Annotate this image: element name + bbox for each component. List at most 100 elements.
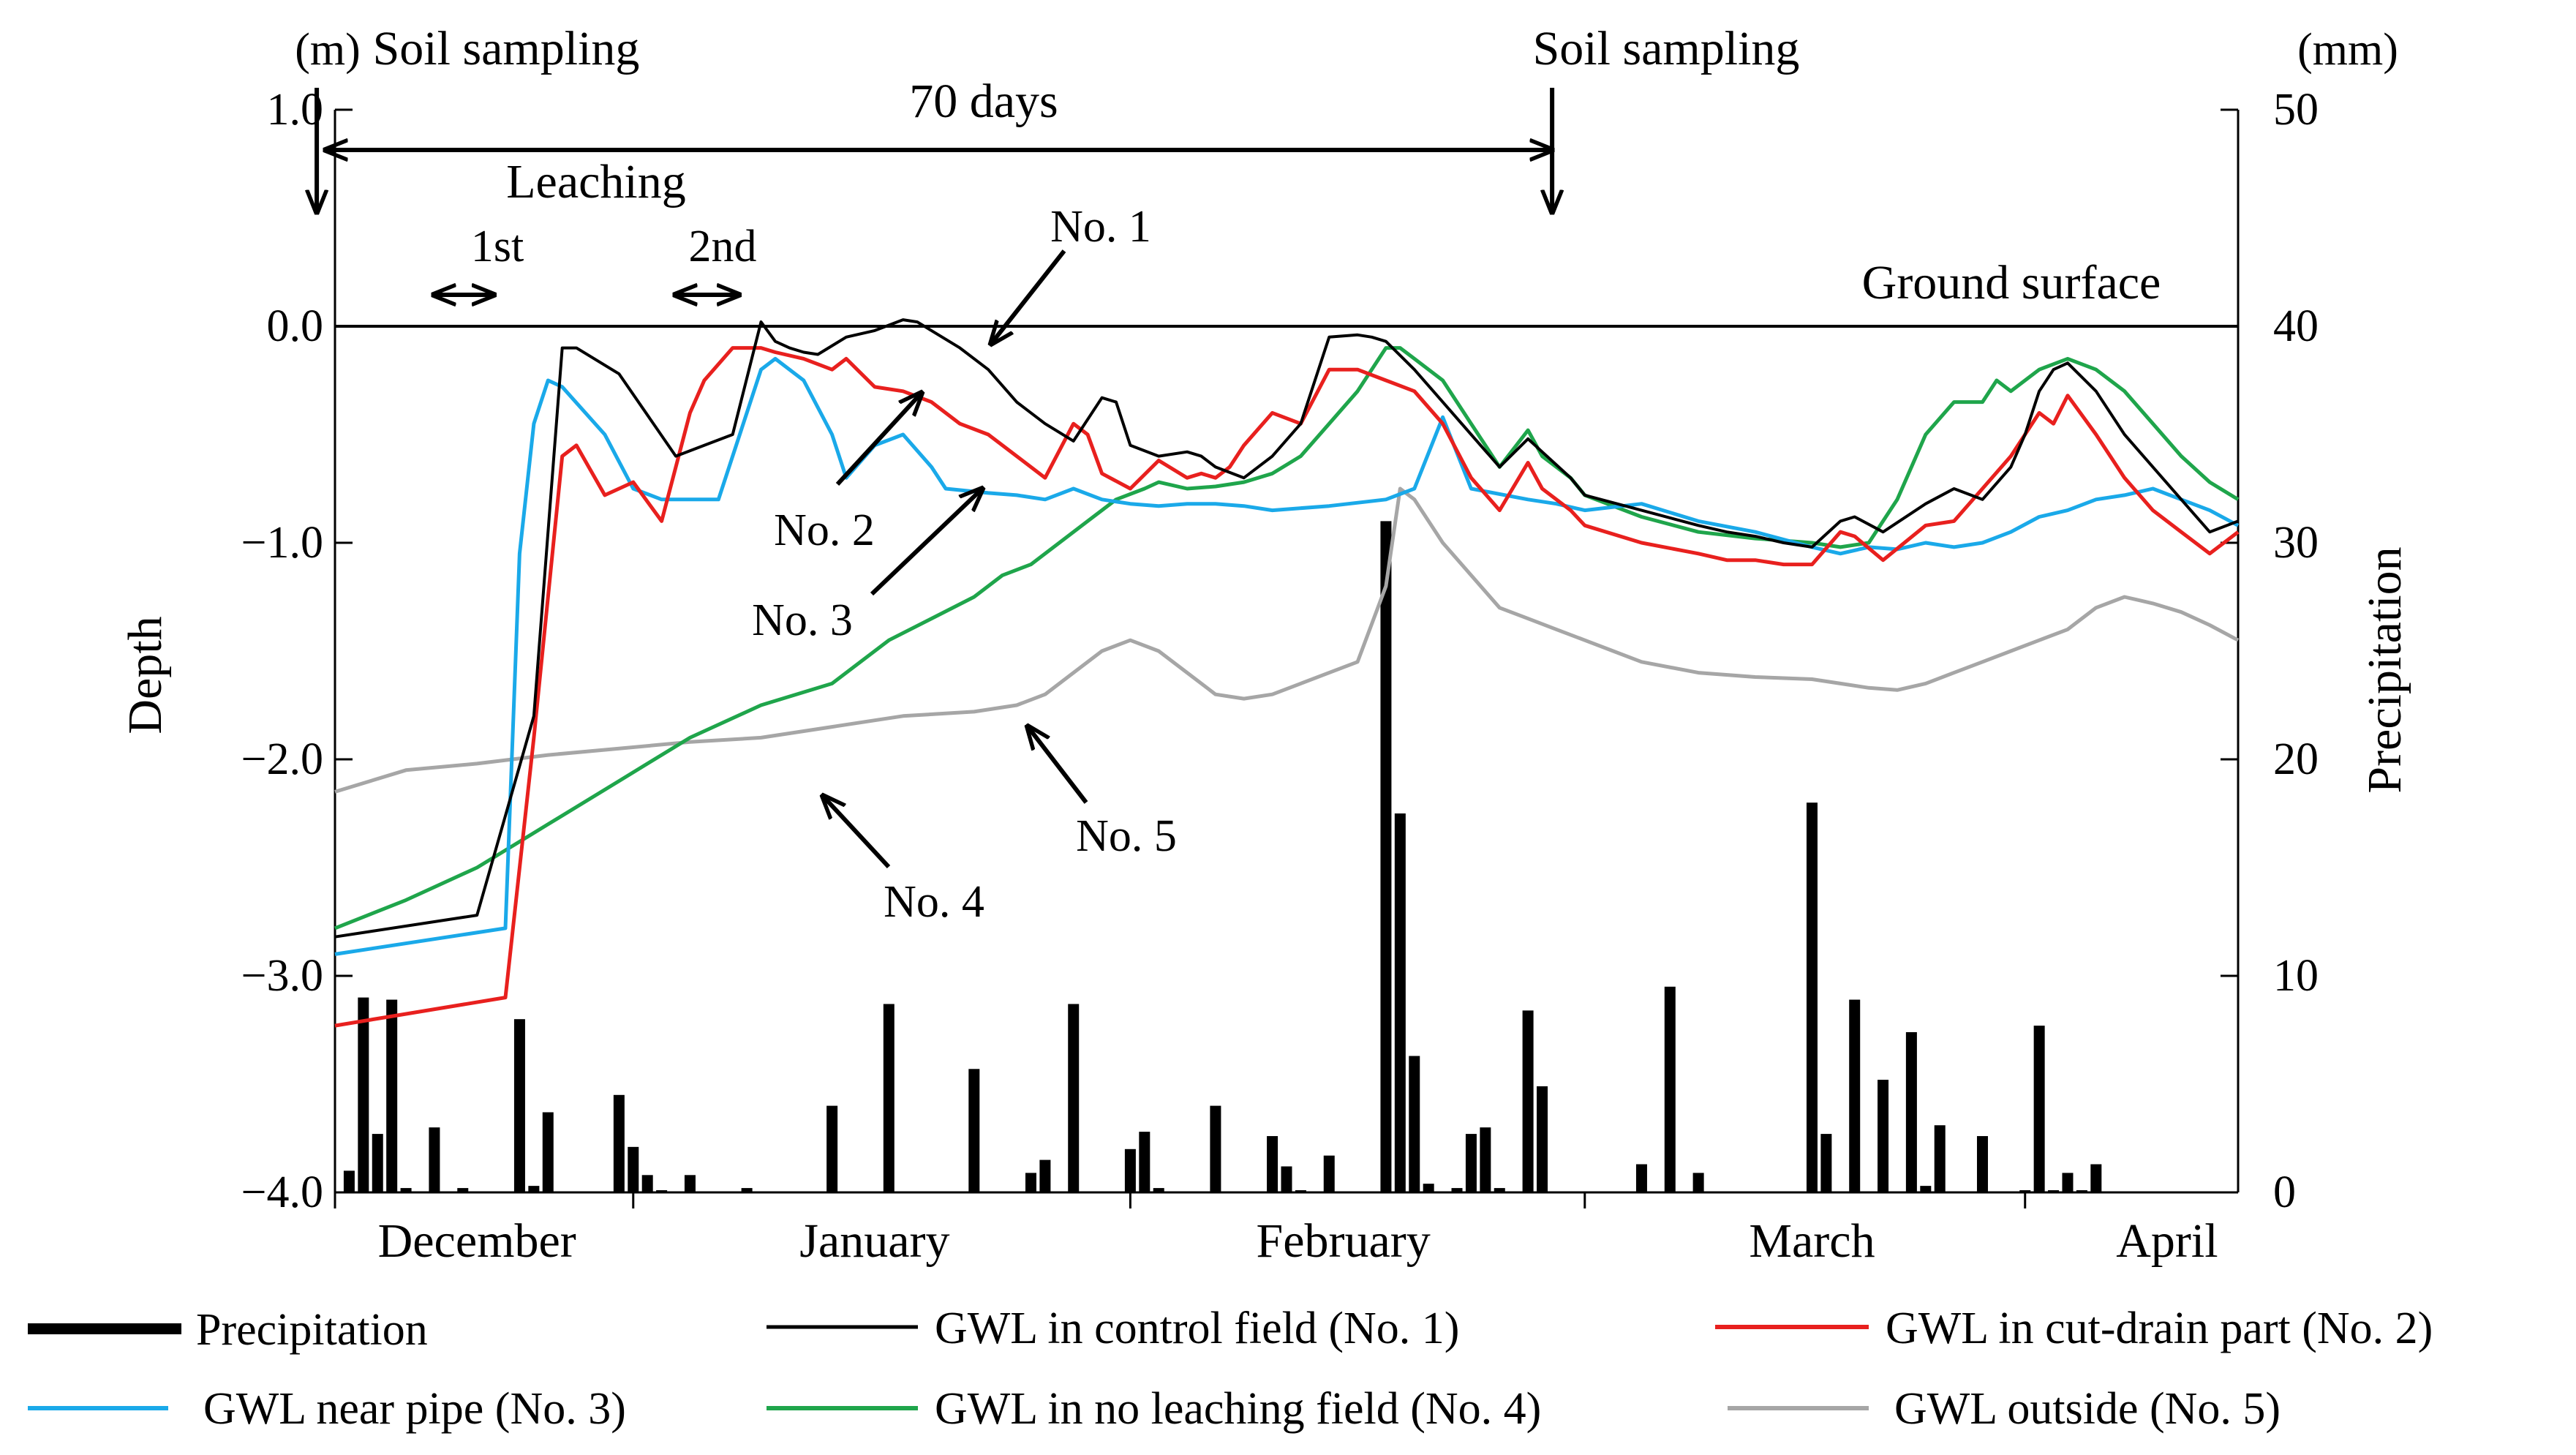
x-tick-label: December xyxy=(378,1214,576,1268)
precipitation-bar xyxy=(1323,1155,1335,1192)
callout-no1: No. 1 xyxy=(1050,202,1151,252)
precipitation-bar xyxy=(1423,1184,1434,1192)
callout-no2: No. 2 xyxy=(774,505,875,555)
y-tick-label-left: −4.0 xyxy=(241,1168,323,1217)
precipitation-bar xyxy=(1210,1105,1221,1192)
precipitation-bar xyxy=(826,1105,838,1192)
callout-arrow-no5 xyxy=(1028,726,1088,804)
precipitation-bar xyxy=(1522,1010,1534,1192)
precipitation-bar xyxy=(1664,986,1676,1192)
precipitation-bar xyxy=(542,1112,554,1192)
precipitation-bar xyxy=(1068,1004,1080,1192)
soil-sampling-label-2: Soil sampling xyxy=(1533,22,1800,75)
precipitation-bar xyxy=(400,1188,412,1192)
x-tick-label: January xyxy=(799,1214,949,1268)
precipitation-bar xyxy=(1465,1134,1477,1192)
legend-label-no2: GWL in cut-drain part (No. 2) xyxy=(1886,1304,2433,1353)
precipitation-bar xyxy=(1494,1188,1505,1192)
y-tick-label-right: 20 xyxy=(2273,734,2319,784)
y-tick-label-right: 10 xyxy=(2273,951,2319,1001)
legend-label-no3: GWL near pipe (No. 3) xyxy=(203,1384,626,1434)
precipitation-bar xyxy=(513,1019,525,1192)
x-tick-label: February xyxy=(1257,1214,1431,1268)
callout-no4: No. 4 xyxy=(884,877,984,927)
precipitation-bar xyxy=(656,1190,668,1192)
legend-swatch-precipitation xyxy=(28,1323,181,1334)
y-tick-label-left: 0.0 xyxy=(267,301,324,351)
legend: Precipitation GWL in control field (No. … xyxy=(28,1304,2433,1434)
precipitation-bar xyxy=(343,1170,355,1192)
precipitation-bar xyxy=(1267,1136,1278,1192)
y-right-title: Precipitation xyxy=(2358,546,2411,793)
callout-arrow-no4 xyxy=(823,796,891,869)
legend-label-precipitation: Precipitation xyxy=(196,1305,428,1355)
y-tick-label-left: −3.0 xyxy=(241,951,323,1001)
line-no2-cut-drain xyxy=(334,346,2240,1028)
axes-group: 1.0 0.0 −1.0 −2.0 −3.0 −4.0 50 40 30 20 10 0 Decembe… xyxy=(241,85,2319,1268)
precipitation-bar xyxy=(1849,999,1861,1192)
precipitation-bar xyxy=(1692,1173,1704,1192)
precipitation-bar xyxy=(1295,1190,1306,1192)
precipitation-bar xyxy=(1905,1031,1917,1192)
ground-surface-label: Ground surface xyxy=(1862,256,2161,309)
precipitation-bar xyxy=(641,1175,653,1192)
y-tick-label-right: 0 xyxy=(2273,1168,2296,1217)
line-no1-control xyxy=(334,318,2239,939)
callout-no3: No. 3 xyxy=(752,595,853,645)
precipitation-bar xyxy=(1281,1166,1292,1192)
precipitation-bar xyxy=(1039,1159,1051,1192)
precipitation-bar xyxy=(1480,1127,1491,1192)
precipitation-bar xyxy=(1820,1134,1832,1192)
annotations xyxy=(317,88,1552,869)
precipitation-bar xyxy=(1380,521,1392,1192)
y-tick-label-left: 1.0 xyxy=(267,85,324,135)
precipitation-bar xyxy=(1153,1188,1164,1192)
precipitation-bar xyxy=(2019,1190,2031,1192)
precipitation-bar xyxy=(358,997,369,1192)
period-label: 70 days xyxy=(909,75,1058,128)
legend-label-no4: GWL in no leaching field (No. 4) xyxy=(935,1384,1541,1434)
precipitation-bar xyxy=(1806,802,1818,1192)
precipitation-bar xyxy=(968,1069,980,1192)
precipitation-bar xyxy=(1635,1164,1647,1192)
precipitation-bar xyxy=(429,1127,440,1192)
leaching-second-label: 2nd xyxy=(689,222,757,271)
precipitation-bar xyxy=(1394,813,1406,1192)
precipitation-bar xyxy=(2076,1190,2087,1192)
callout-no5: No. 5 xyxy=(1076,811,1177,861)
y-right-unit: (mm) xyxy=(2297,25,2398,75)
y-tick-label-right: 50 xyxy=(2273,85,2319,135)
line-no5-outside xyxy=(334,486,2240,794)
precipitation-bar xyxy=(2048,1190,2060,1192)
y-tick-label-left: −1.0 xyxy=(241,518,323,568)
precipitation-bar xyxy=(386,999,398,1192)
callout-arrow-no1 xyxy=(991,249,1066,344)
precipitation-bar xyxy=(1976,1136,1988,1192)
precipitation-bar xyxy=(2062,1173,2074,1192)
y-tick-label-right: 30 xyxy=(2273,518,2319,568)
precipitation-bar xyxy=(1920,1186,1932,1192)
precipitation-bar xyxy=(2033,1026,2045,1192)
precipitation-bar xyxy=(1878,1080,1889,1192)
precipitation-bar xyxy=(628,1146,639,1192)
precipitation-bar xyxy=(2090,1164,2102,1192)
precipitation-bar xyxy=(372,1134,383,1192)
x-tick-label: March xyxy=(1749,1214,1875,1268)
leaching-first-label: 1st xyxy=(471,222,524,271)
gwl-lines xyxy=(334,318,2240,1028)
precipitation-bar xyxy=(613,1094,625,1192)
precipitation-bars xyxy=(343,521,2102,1192)
precipitation-bar xyxy=(741,1188,753,1192)
precipitation-bar xyxy=(457,1188,469,1192)
callout-arrow-no3 xyxy=(870,489,982,596)
y-left-unit: (m) xyxy=(295,25,361,75)
precipitation-bar xyxy=(1537,1086,1548,1192)
precipitation-bar xyxy=(684,1175,696,1192)
precipitation-bar xyxy=(1451,1188,1463,1192)
y-tick-label-left: −2.0 xyxy=(241,734,323,784)
precipitation-bar xyxy=(1025,1173,1036,1192)
x-tick-label: April xyxy=(2116,1214,2218,1268)
precipitation-bar xyxy=(1124,1148,1136,1192)
precipitation-bar xyxy=(1139,1132,1150,1192)
precipitation-bar xyxy=(883,1004,895,1192)
